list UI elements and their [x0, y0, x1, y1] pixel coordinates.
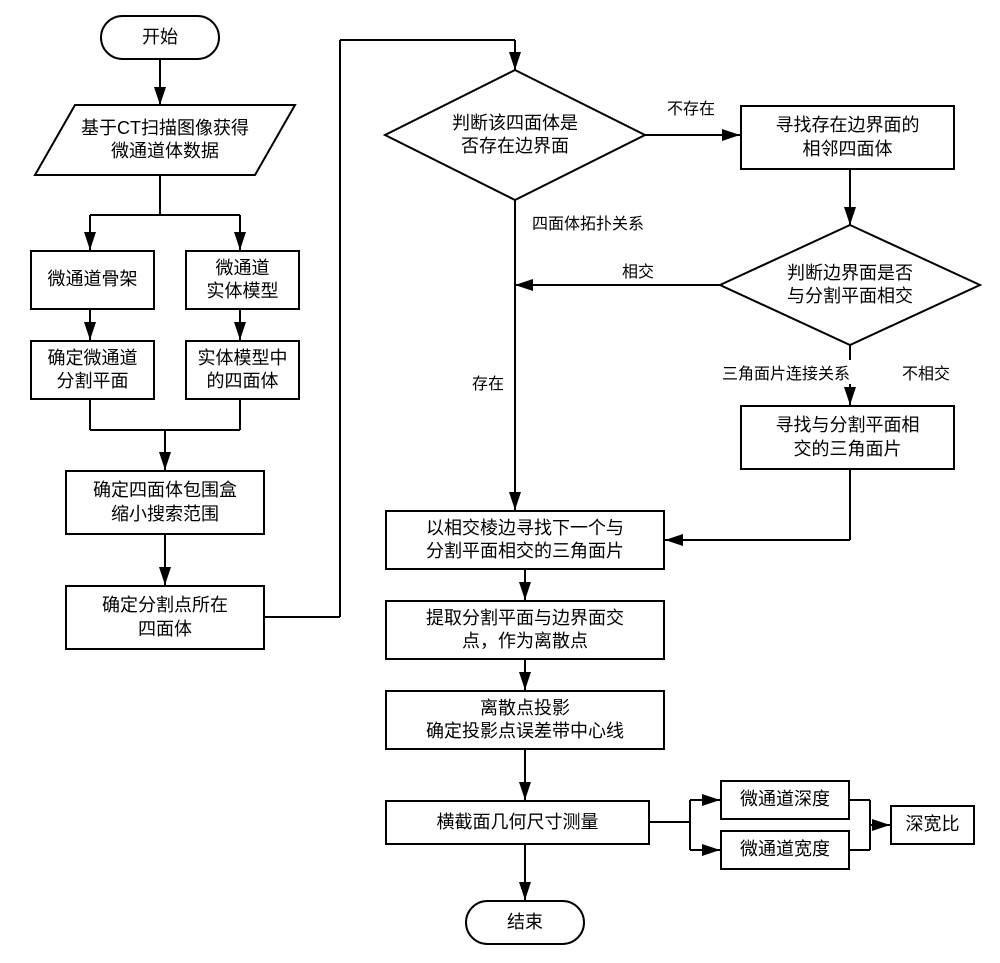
- split-plane-label: 确定微通道分割平面: [48, 347, 138, 394]
- tetra-node: 实体模型中的四面体: [185, 340, 300, 400]
- extract-points-label: 提取分割平面与边界面交点，作为离散点: [426, 607, 624, 654]
- ratio-node: 深宽比: [890, 805, 975, 845]
- solid-model-label: 微通道实体模型: [207, 257, 279, 304]
- end-node: 结束: [465, 900, 585, 945]
- judge-boundary-label: 判断该四面体是否存在边界面: [422, 112, 608, 159]
- depth-node: 微通道深度: [720, 780, 850, 820]
- label-not-intersect: 不相交: [900, 360, 952, 384]
- project-label: 离散点投影确定投影点误差带中心线: [426, 697, 624, 744]
- measure-node: 横截面几何尺寸测量: [385, 800, 650, 845]
- project-node: 离散点投影确定投影点误差带中心线: [385, 690, 665, 750]
- extract-points-node: 提取分割平面与边界面交点，作为离散点: [385, 600, 665, 660]
- locate-tetra-label: 确定分割点所在四面体: [102, 594, 228, 641]
- label-tetra-topo: 四面体拓扑关系: [530, 210, 646, 234]
- next-triangle-label: 以相交棱边寻找下一个与分割平面相交的三角面片: [426, 517, 624, 564]
- measure-label: 横截面几何尺寸测量: [437, 811, 599, 834]
- ct-scan-label: 基于CT扫描图像获得微通道体数据: [81, 117, 249, 164]
- label-triangle-conn: 三角面片连接关系: [720, 360, 852, 384]
- start-node: 开始: [100, 15, 220, 60]
- find-triangle-node: 寻找与分割平面相交的三角面片: [740, 405, 955, 470]
- ratio-label: 深宽比: [906, 813, 960, 836]
- find-adjacent-node: 寻找存在边界面的相邻四面体: [740, 105, 955, 170]
- label-not-exist: 不存在: [665, 95, 717, 119]
- judge-intersect-node: 判断边界面是否与分割平面相交: [720, 225, 980, 345]
- ct-scan-node: 基于CT扫描图像获得微通道体数据: [55, 105, 275, 175]
- locate-tetra-node: 确定分割点所在四面体: [65, 585, 265, 650]
- skeleton-label: 微通道骨架: [48, 268, 138, 291]
- width-node: 微通道宽度: [720, 830, 850, 870]
- width-label: 微通道宽度: [740, 838, 830, 861]
- skeleton-node: 微通道骨架: [30, 250, 155, 310]
- split-plane-node: 确定微通道分割平面: [30, 340, 155, 400]
- bbox-label: 确定四面体包围盒缩小搜索范围: [93, 479, 237, 526]
- label-exist: 存在: [470, 370, 506, 394]
- bbox-node: 确定四面体包围盒缩小搜索范围: [65, 470, 265, 535]
- judge-boundary-node: 判断该四面体是否存在边界面: [385, 70, 645, 200]
- judge-intersect-label: 判断边界面是否与分割平面相交: [757, 262, 943, 309]
- start-label: 开始: [142, 26, 178, 49]
- end-label: 结束: [507, 911, 543, 934]
- find-adjacent-label: 寻找存在边界面的相邻四面体: [776, 114, 920, 161]
- find-triangle-label: 寻找与分割平面相交的三角面片: [776, 414, 920, 461]
- solid-model-node: 微通道实体模型: [185, 250, 300, 310]
- next-triangle-node: 以相交棱边寻找下一个与分割平面相交的三角面片: [385, 510, 665, 570]
- label-intersect: 相交: [620, 258, 656, 282]
- tetra-label: 实体模型中的四面体: [198, 347, 288, 394]
- depth-label: 微通道深度: [740, 788, 830, 811]
